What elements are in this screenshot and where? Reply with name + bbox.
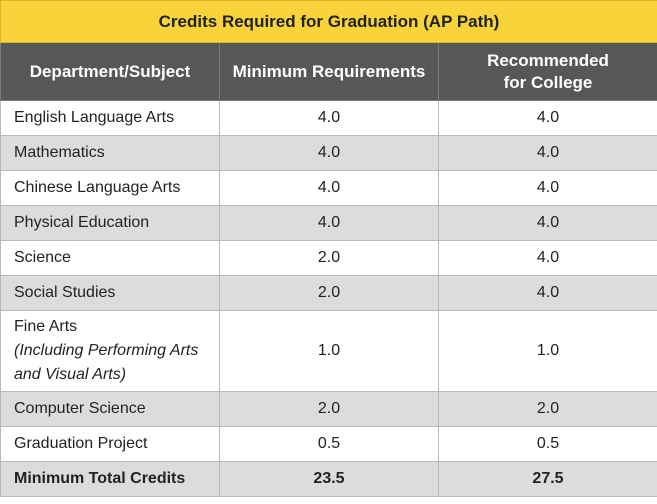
recommended-cell: 2.0 <box>438 391 657 427</box>
minimum-cell: 4.0 <box>219 205 439 241</box>
recommended-cell: 4.0 <box>438 275 657 311</box>
subject-cell: Computer Science <box>0 391 220 427</box>
table-row: Graduation Project 0.5 0.5 <box>0 426 657 462</box>
recommended-cell: 0.5 <box>438 426 657 462</box>
subject-label: Fine Arts <box>14 318 78 335</box>
recommended-cell: 4.0 <box>438 100 657 136</box>
subject-cell: Mathematics <box>0 135 220 171</box>
recommended-cell: 4.0 <box>438 135 657 171</box>
total-row: Minimum Total Credits 23.5 27.5 <box>0 461 657 497</box>
minimum-cell: 1.0 <box>219 310 439 392</box>
minimum-cell: 2.0 <box>219 240 439 276</box>
subject-note: (Including Performing Arts and Visual Ar… <box>14 342 199 383</box>
recommended-cell: 4.0 <box>438 170 657 206</box>
column-header-minimum: Minimum Requirements <box>219 42 439 101</box>
total-minimum: 23.5 <box>219 461 439 497</box>
minimum-cell: 4.0 <box>219 100 439 136</box>
table-row: Fine Arts (Including Performing Arts and… <box>0 310 657 392</box>
recommended-cell: 4.0 <box>438 240 657 276</box>
table-row: English Language Arts 4.0 4.0 <box>0 100 657 136</box>
column-header-recommended: Recommended for College <box>438 42 657 101</box>
table-title: Credits Required for Graduation (AP Path… <box>0 0 657 43</box>
subject-cell: Social Studies <box>0 275 220 311</box>
table-row: Chinese Language Arts 4.0 4.0 <box>0 170 657 206</box>
subject-cell: Science <box>0 240 220 276</box>
minimum-cell: 2.0 <box>219 275 439 311</box>
minimum-cell: 4.0 <box>219 135 439 171</box>
table-header-row: Department/Subject Minimum Requirements … <box>0 42 657 101</box>
total-recommended: 27.5 <box>438 461 657 497</box>
subject-cell: Physical Education <box>0 205 220 241</box>
subject-cell: Fine Arts (Including Performing Arts and… <box>0 310 220 392</box>
table-row: Mathematics 4.0 4.0 <box>0 135 657 171</box>
table-row: Social Studies 2.0 4.0 <box>0 275 657 311</box>
subject-cell: Graduation Project <box>0 426 220 462</box>
table-title-row: Credits Required for Graduation (AP Path… <box>0 0 657 43</box>
table-row: Computer Science 2.0 2.0 <box>0 391 657 427</box>
total-label: Minimum Total Credits <box>0 461 220 497</box>
minimum-cell: 4.0 <box>219 170 439 206</box>
recommended-cell: 1.0 <box>438 310 657 392</box>
table-row: Physical Education 4.0 4.0 <box>0 205 657 241</box>
column-header-subject: Department/Subject <box>0 42 220 101</box>
subject-cell: English Language Arts <box>0 100 220 136</box>
table-row: Science 2.0 4.0 <box>0 240 657 276</box>
subject-cell: Chinese Language Arts <box>0 170 220 206</box>
minimum-cell: 0.5 <box>219 426 439 462</box>
recommended-cell: 4.0 <box>438 205 657 241</box>
minimum-cell: 2.0 <box>219 391 439 427</box>
